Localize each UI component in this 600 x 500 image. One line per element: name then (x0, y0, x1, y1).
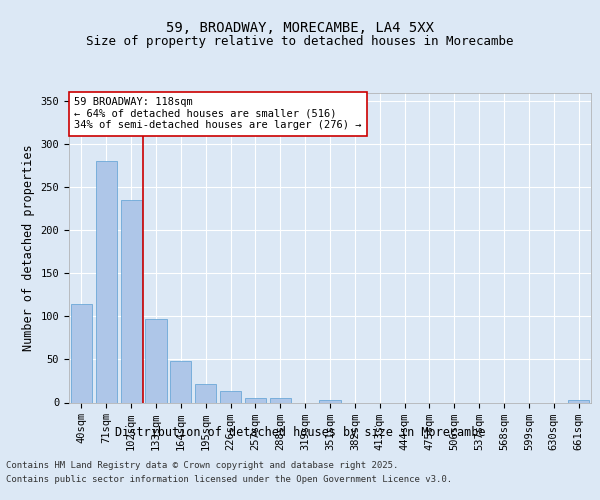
Bar (170, 361, 191, 403)
Bar (319, 400, 341, 402)
Bar (121, 200, 142, 402)
Y-axis label: Number of detached properties: Number of detached properties (22, 144, 35, 351)
Bar (96, 162, 117, 402)
Text: Size of property relative to detached houses in Morecambe: Size of property relative to detached ho… (86, 34, 514, 48)
Bar (195, 384, 216, 402)
Text: 59 BROADWAY: 118sqm
← 64% of detached houses are smaller (516)
34% of semi-detac: 59 BROADWAY: 118sqm ← 64% of detached ho… (74, 97, 362, 130)
Text: Distribution of detached houses by size in Morecambe: Distribution of detached houses by size … (115, 426, 485, 439)
Bar (220, 392, 241, 402)
Text: Contains HM Land Registry data © Crown copyright and database right 2025.: Contains HM Land Registry data © Crown c… (6, 462, 398, 470)
Text: 59, BROADWAY, MORECAMBE, LA4 5XX: 59, BROADWAY, MORECAMBE, LA4 5XX (166, 20, 434, 34)
Bar (568, 400, 589, 402)
Bar (145, 319, 167, 402)
Bar (71, 304, 92, 402)
Text: Contains public sector information licensed under the Open Government Licence v3: Contains public sector information licen… (6, 476, 452, 484)
Bar (270, 398, 291, 402)
Bar (245, 398, 266, 402)
